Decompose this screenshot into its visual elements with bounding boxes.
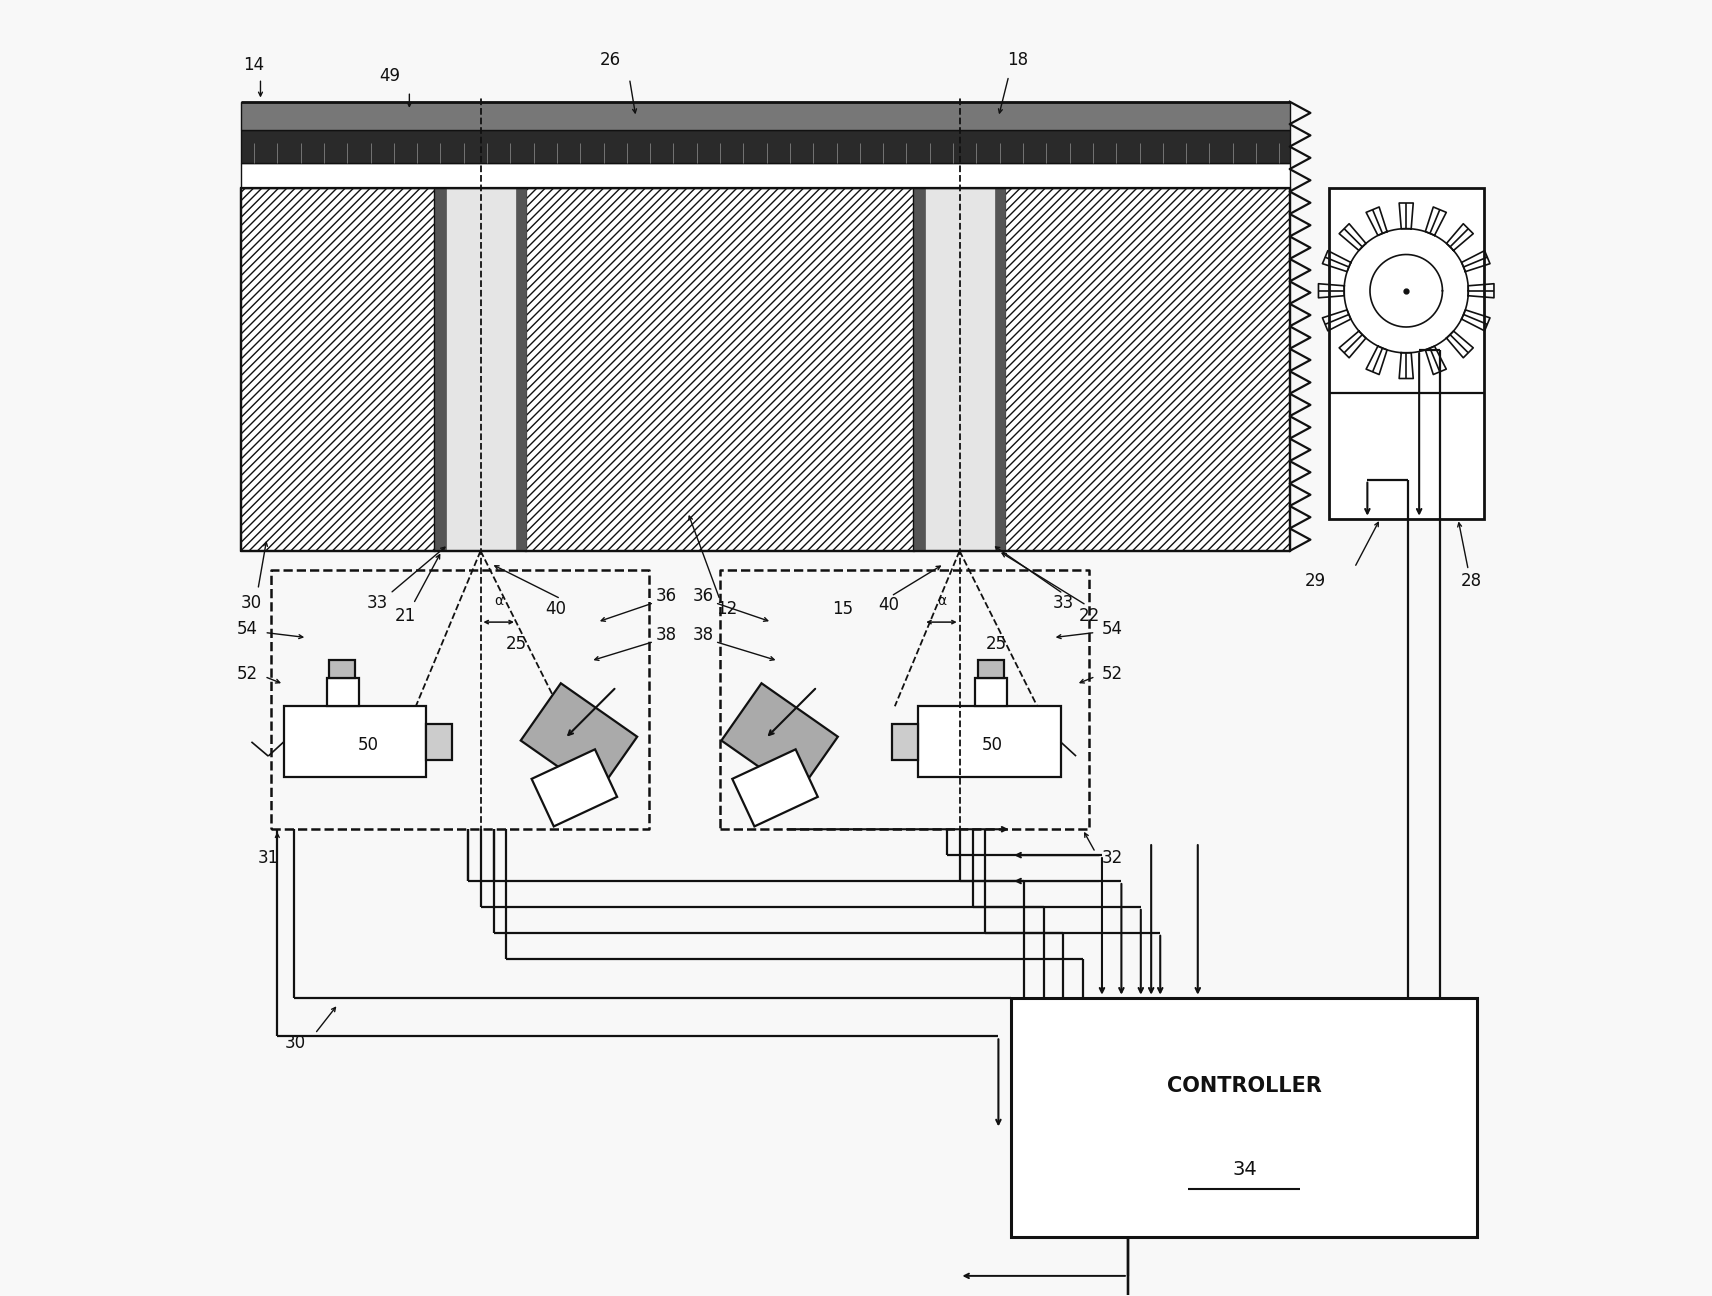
Text: 14: 14 (243, 57, 265, 74)
Text: 12: 12 (716, 600, 738, 618)
Text: 52: 52 (236, 665, 259, 683)
Text: 38: 38 (656, 626, 676, 644)
Bar (515, 188, 526, 551)
Text: 15: 15 (832, 600, 854, 618)
Text: 40: 40 (878, 596, 899, 614)
Bar (435, 188, 526, 551)
Bar (976, 678, 1007, 706)
Text: 30: 30 (241, 594, 262, 612)
Bar (1012, 998, 1477, 1238)
Text: 28: 28 (1460, 572, 1481, 590)
Polygon shape (520, 683, 637, 794)
Bar (241, 101, 1289, 130)
Text: 54: 54 (236, 619, 259, 638)
Text: 33: 33 (366, 594, 387, 612)
Bar (1005, 188, 1289, 551)
Bar (435, 188, 445, 551)
Text: 32: 32 (1103, 849, 1123, 867)
Bar (526, 188, 914, 551)
Text: 26: 26 (599, 52, 620, 69)
Bar (241, 162, 1289, 188)
Text: 22: 22 (1079, 607, 1099, 625)
Bar (918, 706, 1060, 778)
Text: 36: 36 (656, 587, 676, 605)
Text: 50: 50 (358, 736, 378, 754)
Bar (426, 724, 452, 759)
Polygon shape (733, 749, 818, 827)
Text: α: α (495, 595, 503, 608)
Bar (329, 660, 354, 678)
Bar (892, 724, 918, 759)
Bar (327, 678, 360, 706)
Polygon shape (532, 749, 616, 827)
Text: CONTROLLER: CONTROLLER (1168, 1076, 1322, 1096)
Text: 30: 30 (284, 1034, 306, 1052)
Bar (241, 188, 435, 551)
Bar (914, 188, 1005, 551)
Text: 31: 31 (259, 849, 279, 867)
Text: 33: 33 (1053, 594, 1073, 612)
Text: 34: 34 (1233, 1160, 1257, 1179)
Text: 25: 25 (984, 635, 1007, 653)
Text: 36: 36 (692, 587, 714, 605)
Bar (995, 188, 1005, 551)
Text: 21: 21 (395, 607, 416, 625)
Text: 49: 49 (380, 67, 401, 84)
Bar (978, 660, 1003, 678)
Text: α: α (936, 595, 947, 608)
Text: 25: 25 (507, 635, 527, 653)
Text: 18: 18 (1007, 52, 1029, 69)
Text: 50: 50 (981, 736, 1003, 754)
Text: 52: 52 (1103, 665, 1123, 683)
Bar (914, 188, 924, 551)
Bar (284, 706, 426, 778)
Bar (1329, 188, 1484, 518)
Text: 40: 40 (544, 600, 567, 618)
Text: 38: 38 (692, 626, 714, 644)
Text: 29: 29 (1305, 572, 1327, 590)
Text: 54: 54 (1103, 619, 1123, 638)
Bar (241, 130, 1289, 162)
Polygon shape (721, 683, 837, 794)
